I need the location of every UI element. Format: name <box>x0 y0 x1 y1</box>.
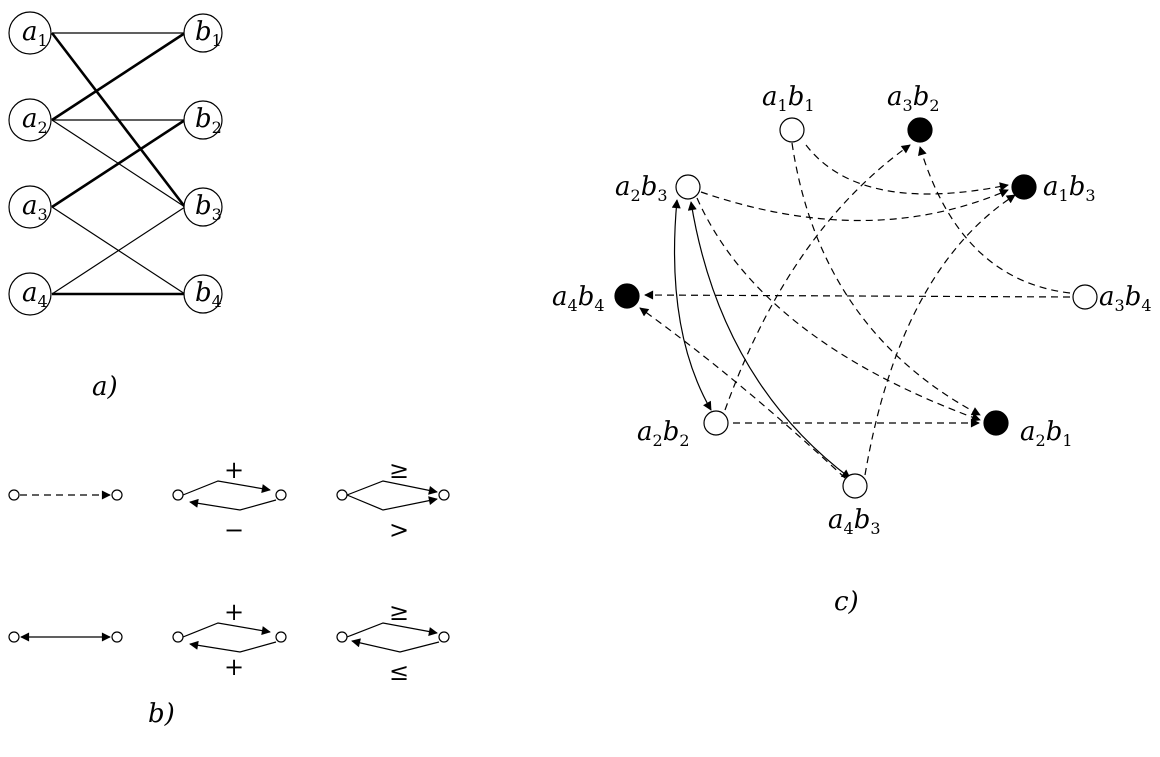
svg-text:a2: a2 <box>22 104 48 137</box>
left-node-a1: a1 <box>8 11 52 55</box>
right-node-b1: b1 <box>183 13 223 53</box>
edge-a2-b1 <box>51 31 186 122</box>
svg-text:a3: a3 <box>22 191 48 224</box>
node-a2b3 <box>675 174 701 200</box>
edge-a2b3-a2b2 <box>671 199 712 411</box>
left-node-a3: a3 <box>8 185 52 229</box>
label-plus-top-row1: + <box>224 456 244 484</box>
label-plus-top-row2: + <box>224 598 244 626</box>
panel-b <box>8 480 450 653</box>
node-a3b2 <box>907 117 933 143</box>
legend-geq-gt <box>336 480 450 511</box>
label-leq-bottom-row2: ≤ <box>389 658 409 686</box>
node-a1b1 <box>779 117 805 143</box>
edge-a2b3-a4b3 <box>687 201 851 479</box>
svg-text:b2: b2 <box>195 104 222 137</box>
edge-a3b4-a4b4 <box>644 290 1071 300</box>
edge-a3-b2 <box>51 118 186 209</box>
label-a2b3: a2b3 <box>615 172 668 205</box>
edge-a1b1-a2b1 <box>791 142 981 416</box>
svg-text:b4: b4 <box>195 278 222 311</box>
edge-a3b4-a3b2 <box>918 146 1071 294</box>
label-geq-top-row2: ≥ <box>389 598 409 626</box>
label-minus-bottom-row1: − <box>224 516 244 544</box>
label-gt-bottom-row1: > <box>389 516 409 544</box>
legend-plus-plus <box>172 622 287 653</box>
edge-a4b3-a4b4 <box>639 307 846 479</box>
legend-geq-leq <box>336 622 450 653</box>
right-node-b4: b4 <box>183 274 223 314</box>
legend-plus-minus <box>172 480 287 511</box>
panel-a: a1 a2 a3 a4 b1 b2 b3 b4 a <box>8 11 223 402</box>
label-a4b3: a4b3 <box>828 505 881 538</box>
svg-text:b1: b1 <box>195 17 222 50</box>
panel-c-edges <box>639 142 1071 479</box>
label-a3b2: a3b2 <box>887 82 940 115</box>
edge-a4-b3 <box>51 206 186 295</box>
node-a2b2 <box>703 410 729 436</box>
svg-text:b3: b3 <box>195 191 222 224</box>
label-a1b3: a1b3 <box>1043 172 1096 205</box>
node-a4b4 <box>614 283 640 309</box>
left-node-a4: a4 <box>8 272 52 316</box>
right-node-b3: b3 <box>183 187 223 227</box>
panel-c-labels: a1b1 a3b2 a1b3 a2b3 a4b4 a3b4 a2b2 a2b1 … <box>552 82 1152 617</box>
panel-a-caption: a) <box>92 372 118 402</box>
edge-a2b2-a3b2 <box>724 144 911 411</box>
edge-a1b1-a1b3 <box>805 144 1009 195</box>
left-node-a2: a2 <box>8 98 52 142</box>
right-node-b2: b2 <box>183 100 223 140</box>
panel-b-labels: + − ≥ > + + ≥ ≤ b) <box>148 456 409 729</box>
node-a3b4 <box>1072 284 1098 310</box>
label-a4b4: a4b4 <box>552 282 605 315</box>
label-geq-top-row1: ≥ <box>389 456 409 484</box>
label-a1b1: a1b1 <box>762 82 815 115</box>
node-a4b3 <box>842 473 868 499</box>
panel-c-nodes <box>614 117 1098 499</box>
svg-text:a4: a4 <box>22 278 48 311</box>
edge-a2b3-a1b3 <box>700 189 1009 222</box>
svg-text:a1: a1 <box>22 17 48 50</box>
edge-a2b3-a2b1 <box>696 197 981 422</box>
node-a2b1 <box>983 410 1009 436</box>
label-a2b1: a2b1 <box>1020 417 1073 450</box>
legend-dashed-arrow <box>8 489 123 501</box>
panel-b-caption: b) <box>148 699 175 729</box>
node-a1b3 <box>1011 174 1037 200</box>
label-a3b4: a3b4 <box>1099 282 1152 315</box>
legend-solid-double-arrow <box>8 631 123 643</box>
panel-c-caption: c) <box>834 587 859 617</box>
bipartite-edges <box>50 31 187 296</box>
label-plus-bottom-row2: + <box>224 653 244 681</box>
label-a2b2: a2b2 <box>637 417 690 450</box>
edge-a4b3-a1b3 <box>864 194 1016 476</box>
